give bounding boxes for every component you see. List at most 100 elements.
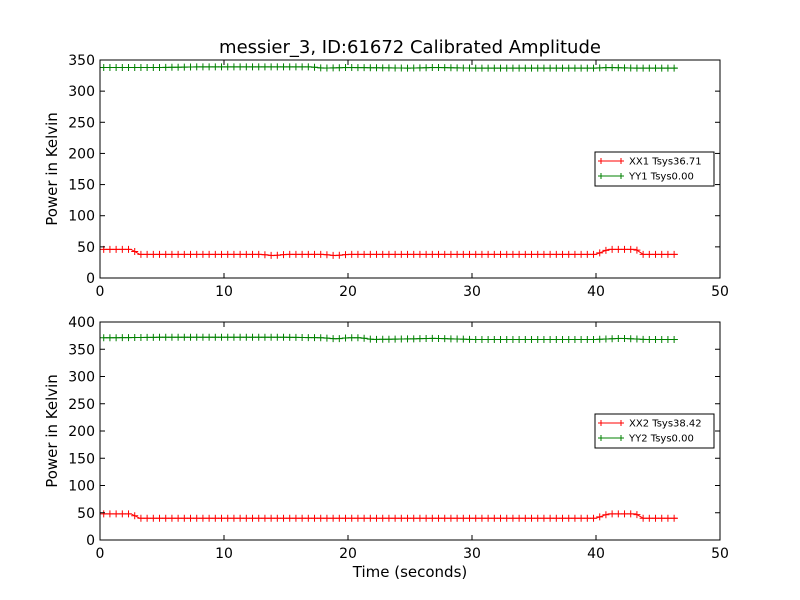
data-point [503, 250, 511, 258]
data-point [590, 335, 598, 343]
data-point [187, 514, 195, 522]
data-point [472, 335, 480, 343]
data-point [453, 514, 461, 522]
data-point [503, 335, 511, 343]
data-point [577, 335, 585, 343]
bottom-panel: 0 10 20 30 40 50 0 50 100 150 200 250 300 350 400 XX2 T… [68, 315, 729, 562]
data-point [484, 250, 492, 258]
y-tick-label: 350 [68, 342, 95, 358]
data-point [577, 64, 585, 72]
data-point [385, 250, 393, 258]
data-point [255, 63, 263, 71]
data-point [633, 511, 641, 519]
data-point [614, 64, 622, 72]
data-point [317, 334, 325, 342]
data-point [428, 334, 436, 342]
legend-label: XX1 Tsys36.71 [629, 157, 702, 168]
data-point [528, 250, 536, 258]
legend-box [594, 413, 715, 449]
data-point [472, 514, 480, 522]
legend-marker [598, 435, 604, 441]
data-point [118, 510, 126, 518]
legend-label: YY2 Tsys0.00 [628, 434, 694, 445]
data-point [304, 250, 312, 258]
data-point [478, 64, 486, 72]
x-tick-label: 0 [96, 284, 105, 300]
data-point [565, 335, 573, 343]
data-point [156, 514, 164, 522]
data-point [162, 333, 170, 341]
bottom-y-axis-label: Power in Kelvin [43, 374, 61, 488]
data-point [323, 334, 331, 342]
data-point [193, 250, 201, 258]
data-point [559, 335, 567, 343]
top-panel: 0 10 20 30 40 50 0 50 100 150 200 250 300 350 XX1 Tsys… [68, 53, 729, 300]
data-point [596, 249, 604, 257]
data-point [466, 335, 474, 343]
data-point [100, 510, 108, 518]
data-point [559, 250, 567, 258]
data-point [583, 514, 591, 522]
data-point [131, 512, 139, 520]
data-point [639, 514, 647, 522]
y-tick-label: 0 [86, 271, 95, 287]
data-point [435, 250, 443, 258]
data-point [205, 250, 213, 258]
data-point [249, 514, 257, 522]
data-point [224, 63, 232, 71]
data-point [416, 335, 424, 343]
y-tick-label: 300 [68, 84, 95, 100]
data-point [670, 250, 678, 258]
data-point [466, 64, 474, 72]
data-point [366, 514, 374, 522]
data-point [552, 514, 560, 522]
data-point [397, 250, 405, 258]
data-point [472, 250, 480, 258]
data-point [304, 334, 312, 342]
data-point [249, 250, 257, 258]
data-point [490, 335, 498, 343]
data-point [354, 334, 362, 342]
data-point [174, 333, 182, 341]
data-point [143, 250, 151, 258]
data-point [100, 63, 108, 71]
data-point [559, 64, 567, 72]
legend-marker [598, 420, 604, 426]
data-point [298, 250, 306, 258]
data-point [552, 335, 560, 343]
data-point [286, 514, 294, 522]
data-point [205, 514, 213, 522]
data-point [404, 250, 412, 258]
data-point [280, 251, 288, 259]
data-point [484, 64, 492, 72]
data-point [187, 250, 195, 258]
data-point [143, 63, 151, 71]
data-point [652, 335, 660, 343]
data-point [583, 335, 591, 343]
data-point [645, 335, 653, 343]
data-point [125, 245, 133, 253]
data-point [478, 514, 486, 522]
data-point [118, 245, 126, 253]
data-point [174, 63, 182, 71]
data-point [497, 335, 505, 343]
data-point [534, 335, 542, 343]
legend-marker [598, 173, 604, 179]
data-point [242, 333, 250, 341]
data-point [379, 64, 387, 72]
x-tick-label: 40 [587, 546, 605, 562]
data-point [652, 250, 660, 258]
data-point [180, 250, 188, 258]
legend-marker [618, 420, 624, 426]
data-point [168, 514, 176, 522]
data-point [571, 514, 579, 522]
data-point [242, 63, 250, 71]
data-point [149, 514, 157, 522]
data-point [112, 245, 120, 253]
data-point [211, 63, 219, 71]
data-point [304, 63, 312, 71]
data-point [360, 250, 368, 258]
data-point [156, 250, 164, 258]
data-point [521, 64, 529, 72]
data-point [255, 250, 263, 258]
